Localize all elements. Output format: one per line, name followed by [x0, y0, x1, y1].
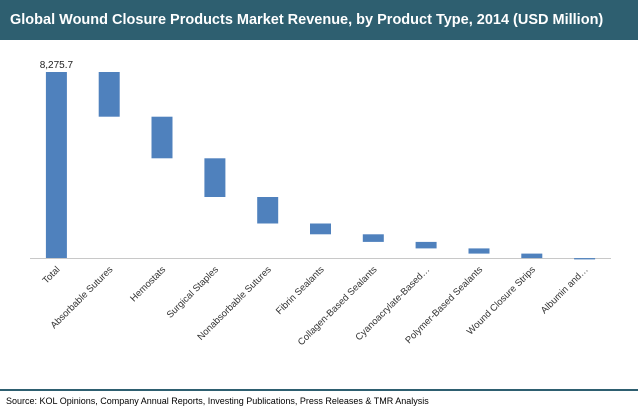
x-tick-label: Surgical Staples [165, 264, 221, 320]
x-tick-label: Hemostats [128, 264, 168, 304]
bar-nonabsorbable-sutures [257, 197, 279, 224]
bar-hemostats [151, 116, 173, 159]
bar-absorbable-sutures [98, 72, 120, 117]
x-tick-label: Total [41, 264, 63, 286]
bar-total [45, 72, 67, 258]
bar-collagen-based-sealants [362, 234, 384, 242]
data-label-total: 8,275.7 [40, 60, 74, 71]
x-tick-label: Fibrin Sealants [274, 264, 327, 317]
x-tick-label: Albumin and… [539, 264, 591, 316]
footer-divider [0, 389, 638, 391]
chart-title: Global Wound Closure Products Market Rev… [0, 0, 638, 40]
bar-polymer-based-sealants [468, 248, 490, 254]
bar-albumin-and [574, 258, 596, 260]
bar-wound-closure-strips [521, 253, 543, 259]
source-note: Source: KOL Opinions, Company Annual Rep… [6, 396, 429, 406]
bar-surgical-staples [204, 158, 226, 197]
bar-cyanoacrylate-based [415, 241, 437, 249]
bar-fibrin-sealants [310, 223, 331, 235]
